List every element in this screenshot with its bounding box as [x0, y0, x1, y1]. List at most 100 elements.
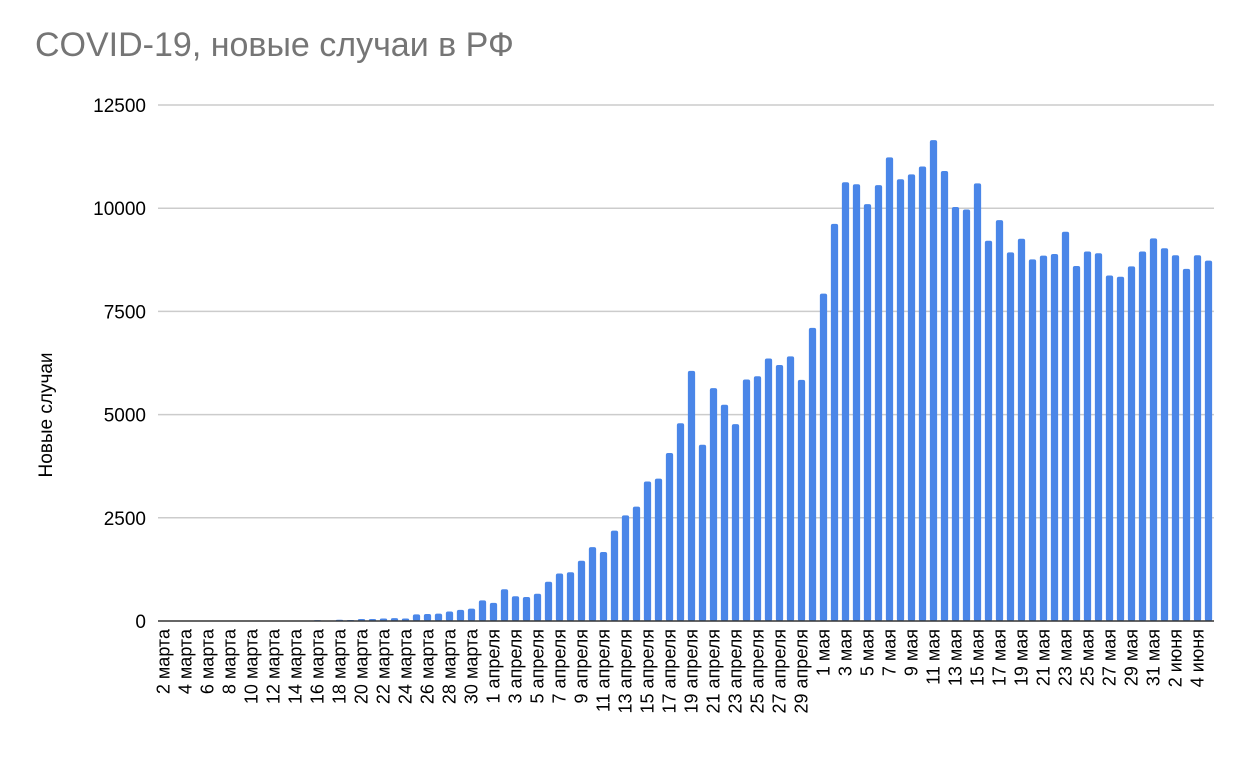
x-tick-label: 1 апреля	[484, 629, 504, 703]
bar: 16 мая: 9210	[984, 240, 993, 621]
bar: 22 апреля: 5240	[720, 404, 729, 621]
x-tick-label: 19 апреля	[682, 629, 702, 713]
bar: 9 мая: 10820	[907, 174, 916, 621]
bar: 31 марта: 500	[478, 600, 487, 621]
bar: 8 мая: 10700	[896, 179, 905, 622]
bar: 18 апреля: 4790	[676, 423, 685, 621]
bar: 14 мая: 9970	[962, 209, 971, 621]
bar: 4 июня: 8860	[1193, 255, 1202, 621]
bar: 11 апреля: 1670	[599, 552, 608, 621]
bar: 19 апреля: 6060	[687, 370, 696, 621]
x-axis-ticks: 2 марта 4 марта 6 марта 8 марта 10 марта 12 м…	[154, 628, 1208, 713]
x-tick-label: 22 марта	[374, 628, 394, 704]
x-tick-label: 15 мая	[968, 629, 988, 686]
bar: 2 мая: 9620	[830, 223, 839, 621]
bar: 23 апреля: 4770	[731, 424, 740, 621]
bar: 8 апреля: 1180	[566, 572, 575, 621]
x-tick-label: 4 марта	[176, 628, 196, 694]
y-tick-label: 7500	[104, 302, 146, 323]
x-tick-label: 18 марта	[330, 628, 350, 704]
chart-title: COVID-19, новые случаи в РФ	[35, 26, 514, 64]
bar: 7 мая: 11230	[885, 157, 894, 621]
x-tick-label: 21 мая	[1034, 629, 1054, 686]
bar: 13 апреля: 2560	[621, 515, 630, 621]
bar: 26 марта: 170	[423, 613, 432, 621]
x-tick-label: 24 марта	[396, 628, 416, 704]
bar: 3 мая: 10630	[841, 182, 850, 621]
x-tick-label: 15 апреля	[638, 629, 658, 713]
y-tick-label: 10000	[93, 199, 146, 220]
x-tick-label: 5 мая	[858, 629, 878, 676]
x-tick-label: 27 апреля	[770, 629, 790, 713]
x-tick-label: 25 мая	[1078, 629, 1098, 686]
bar: 11 мая: 11650	[929, 140, 938, 621]
bar: 9 апреля: 1460	[577, 560, 586, 621]
bar-series: 2 марта: 03 марта: 04 марта: 05 марта: 0…	[313, 140, 1213, 622]
x-tick-label: 5 апреля	[528, 629, 548, 703]
bar: 21 апреля: 5640	[709, 388, 718, 621]
bar: 30 мая: 8950	[1138, 251, 1147, 622]
x-tick-label: 9 мая	[902, 629, 922, 676]
x-tick-label: 17 апреля	[660, 629, 680, 713]
bar: 30 апреля: 7100	[808, 327, 817, 621]
y-tick-label: 0	[135, 612, 146, 633]
bar: 1 мая: 7930	[819, 293, 828, 621]
bar: 31 мая: 9270	[1149, 238, 1158, 621]
x-tick-label: 27 мая	[1100, 629, 1120, 686]
bar: 23 мая: 9430	[1061, 231, 1070, 622]
x-tick-label: 2 июня	[1166, 629, 1186, 687]
bar: 22 мая: 8890	[1050, 254, 1059, 621]
bar: 29 апреля: 5840	[797, 379, 806, 621]
bar: 5 июня: 8730	[1204, 260, 1213, 621]
bar: 27 марта: 180	[434, 613, 443, 621]
x-tick-label: 31 мая	[1144, 629, 1164, 686]
x-tick-label: 14 марта	[286, 628, 306, 704]
bar: 26 мая: 8910	[1094, 253, 1103, 621]
bar: 5 апреля: 660	[533, 593, 542, 621]
bar: 4 апреля: 580	[522, 597, 531, 621]
x-tick-label: 13 мая	[946, 629, 966, 686]
x-tick-label: 16 марта	[308, 628, 328, 704]
x-tick-label: 25 апреля	[748, 629, 768, 713]
x-tick-label: 7 апреля	[550, 629, 570, 703]
bar: 18 мая: 8930	[1006, 252, 1015, 621]
bar: 1 апреля: 440	[489, 602, 498, 621]
x-tick-label: 26 марта	[418, 628, 438, 704]
y-tick-label: 12500	[93, 96, 146, 117]
x-tick-label: 6 марта	[198, 628, 218, 694]
y-axis-ticks: 0 2500 5000 7500 10000 12500	[93, 96, 146, 633]
bar: 15 апреля: 3380	[643, 481, 652, 621]
bar: 25 апреля: 5930	[753, 376, 762, 621]
bar: 29 марта: 270	[456, 609, 465, 621]
bar: 10 мая: 11010	[918, 166, 927, 621]
x-tick-label: 9 апреля	[572, 629, 592, 703]
x-tick-label: 3 апреля	[506, 629, 526, 703]
x-tick-label: 20 марта	[352, 628, 372, 704]
x-tick-label: 17 мая	[990, 629, 1010, 686]
bar: 20 мая: 8760	[1028, 259, 1037, 621]
bar: 25 мая: 8950	[1083, 251, 1092, 622]
bar: 1 июня: 9030	[1160, 248, 1169, 622]
x-tick-label: 13 апреля	[616, 629, 636, 713]
x-tick-label: 29 апреля	[792, 629, 812, 713]
bar: 2 июня: 8860	[1171, 255, 1180, 621]
gridlines	[158, 104, 1214, 519]
bar: 14 апреля: 2770	[632, 506, 641, 621]
bar: 20 апреля: 4270	[698, 444, 707, 621]
x-tick-label: 1 мая	[814, 629, 834, 676]
x-tick-label: 10 марта	[242, 628, 262, 704]
x-tick-label: 23 мая	[1056, 629, 1076, 686]
bar: 26 апреля: 6360	[764, 358, 773, 621]
bar: 2 апреля: 770	[500, 589, 509, 621]
bar: 3 июня: 8530	[1182, 268, 1191, 621]
bar: 7 апреля: 1150	[555, 573, 564, 621]
bar: 28 мая: 8340	[1116, 276, 1125, 621]
bar: 25 марта: 160	[412, 614, 421, 621]
bar: 24 мая: 8600	[1072, 265, 1081, 621]
x-tick-label: 28 марта	[440, 628, 460, 704]
bar: 24 апреля: 5850	[742, 379, 751, 621]
bar: 17 мая: 9710	[995, 220, 1004, 622]
x-tick-label: 2 марта	[154, 628, 174, 694]
bar: 12 апреля: 2190	[610, 530, 619, 621]
